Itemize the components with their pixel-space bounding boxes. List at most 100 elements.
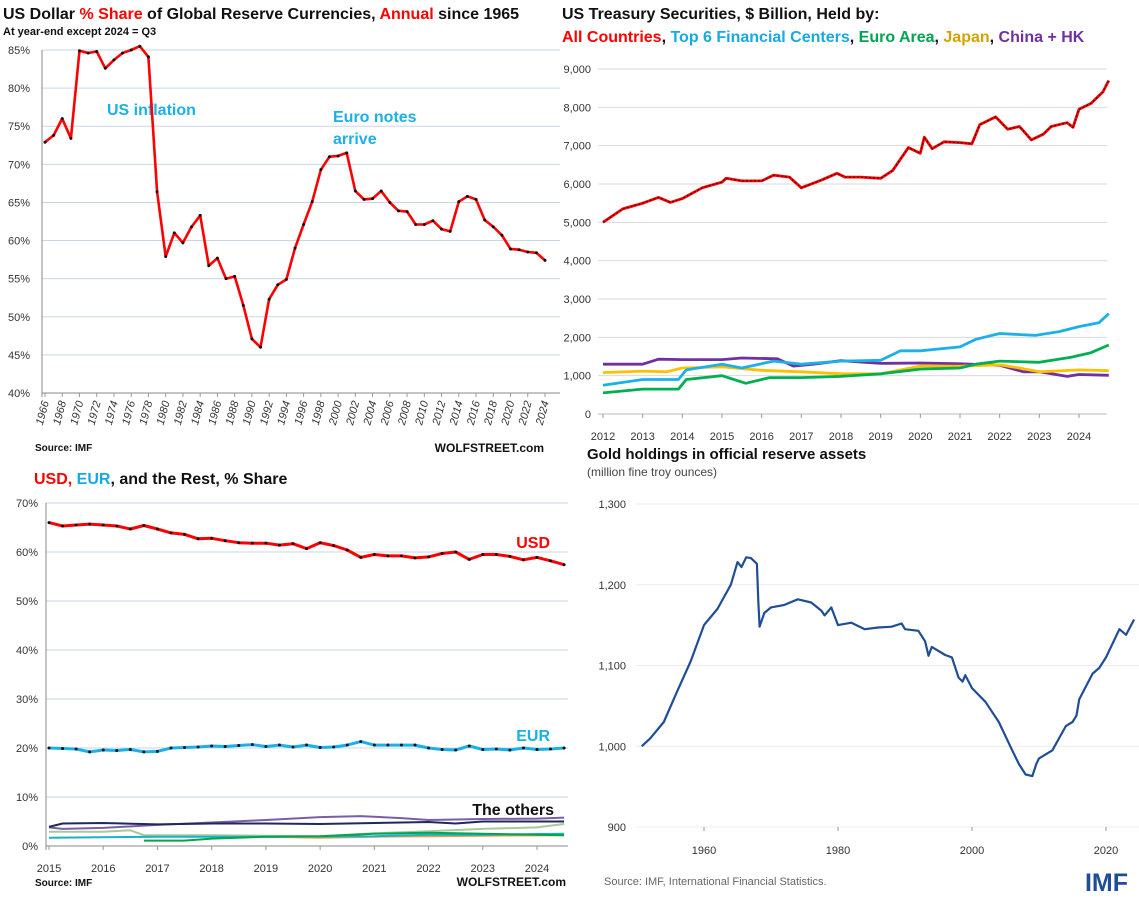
x-tick-label: 1968 [51, 399, 69, 427]
data-point [250, 337, 254, 341]
data-point [440, 227, 444, 231]
x-tick-label: 2014 [670, 431, 694, 443]
data-point [481, 552, 485, 556]
data-point [386, 554, 390, 558]
data-point [448, 229, 452, 233]
x-tick-label: 2023 [1027, 431, 1051, 443]
chart1-title-part: Annual [379, 6, 433, 23]
data-point [371, 197, 375, 201]
x-tick-label: 2015 [37, 863, 61, 875]
data-point [543, 258, 547, 262]
series-line-usd [48, 521, 565, 567]
data-point [169, 531, 173, 535]
chart1-credit: WOLFSTREET.com [435, 441, 544, 455]
data-point [88, 750, 92, 754]
data-point [61, 524, 65, 528]
x-tick-label: 1996 [293, 399, 311, 427]
imf-logo: IMF [1085, 869, 1128, 897]
data-point [413, 743, 417, 747]
chart2-plot: 0 1,000 2,000 3,000 4,000 5,000 6,000 7,000 8,00… [563, 64, 1111, 443]
x-tick-label: 2021 [362, 863, 386, 875]
label-the-others: The others [472, 802, 554, 819]
data-point [454, 550, 458, 554]
data-point [210, 744, 214, 748]
data-point [481, 747, 485, 751]
data-point [454, 748, 458, 752]
data-point [128, 527, 132, 531]
chart3-plot: 0% 10% 20% 30% 40% 50% 60% 70% 2015 2016 2017 2018 2… [16, 498, 568, 875]
legend-all-countries: All Countries [562, 29, 662, 46]
y-tick-label: 20% [16, 743, 38, 755]
data-point [103, 66, 107, 70]
x-tick-label: 2012 [591, 431, 615, 443]
series-line-other-4 [143, 831, 565, 842]
chart2-legend: All Countries, Top 6 Financial Centers, … [562, 29, 1085, 46]
y-tick-label: 2,000 [563, 332, 591, 344]
x-tick-label: 2024 [534, 400, 552, 428]
series-top-6-financial-centers [602, 312, 1110, 387]
y-tick-label: 1,000 [563, 371, 591, 383]
annotation-arrive: arrive [333, 131, 377, 148]
chart1-plot: 40%45%50%55%60%65%70%75%80%85%1966 1968 19… [8, 44, 560, 428]
data-point [155, 527, 159, 531]
chart3-source: Source: IMF [35, 878, 92, 889]
series-line-all-countries [602, 79, 1111, 224]
data-point [88, 522, 92, 526]
x-tick-label: 2020 [499, 399, 517, 428]
y-tick-label: 9,000 [563, 64, 591, 76]
data-point [521, 746, 525, 750]
data-point [115, 524, 119, 528]
data-point [224, 277, 228, 281]
y-tick-label: 70% [16, 498, 38, 510]
y-tick-label: 50% [16, 596, 38, 608]
data-point [277, 543, 281, 547]
data-point [115, 748, 119, 752]
data-point [413, 556, 417, 560]
x-tick-label: 1978 [137, 399, 155, 427]
data-point [353, 189, 357, 193]
data-point [264, 745, 268, 749]
legend-china-hk: China + HK [999, 29, 1085, 46]
data-point [264, 541, 268, 545]
y-tick-label: 40% [16, 645, 38, 657]
data-point [427, 746, 431, 750]
chart3-title-part: EUR [72, 471, 111, 488]
x-tick-label: 2014 [448, 400, 466, 428]
x-tick-label: 2017 [789, 431, 813, 443]
series-line-usd-share [44, 44, 546, 349]
data-point [146, 55, 150, 59]
data-point [508, 748, 512, 752]
x-tick-label: 2017 [145, 863, 169, 875]
annotation-euro-notes: Euro notes [333, 109, 417, 126]
x-tick-label: 2018 [829, 431, 853, 443]
chart4-source: Source: IMF, International Financial Sta… [604, 876, 827, 888]
y-tick-label: 70% [8, 159, 30, 171]
y-tick-label: 1,200 [598, 580, 626, 592]
data-point [327, 155, 331, 159]
data-point [291, 745, 295, 749]
data-point [467, 557, 471, 561]
chart4-title: Gold holdings in official reserve assets [587, 446, 866, 463]
data-point [61, 746, 65, 750]
data-point [121, 51, 125, 55]
data-point [233, 274, 237, 278]
data-point [277, 743, 281, 747]
x-tick-label: 2012 [430, 400, 448, 428]
y-tick-label: 900 [608, 822, 626, 834]
data-point [332, 745, 336, 749]
x-tick-label: 2002 [344, 400, 362, 428]
y-tick-label: 4,000 [563, 256, 591, 268]
data-point [372, 743, 376, 747]
data-point [47, 521, 51, 525]
data-point [388, 200, 392, 204]
data-point [155, 190, 159, 194]
x-tick-label: 2019 [868, 431, 892, 443]
y-tick-label: 50% [8, 312, 30, 324]
data-point [474, 197, 478, 201]
x-tick-label: 2016 [749, 431, 773, 443]
data-point [483, 218, 487, 222]
data-point [379, 189, 383, 193]
y-tick-label: 60% [16, 547, 38, 559]
x-tick-label: 2023 [471, 863, 495, 875]
chart1-title-part: since 1965 [434, 6, 520, 23]
